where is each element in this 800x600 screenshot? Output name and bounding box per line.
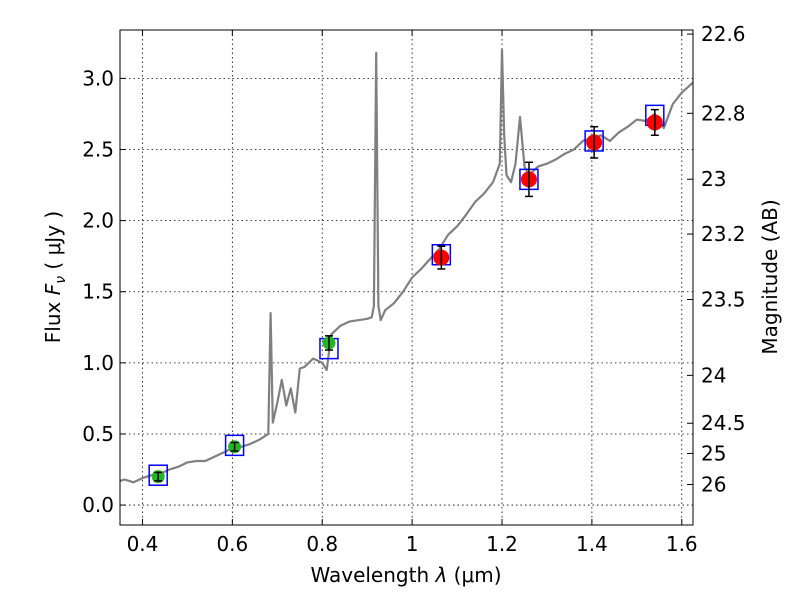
mag-tick-label: 24 (701, 363, 726, 387)
y-tick-label: 0.5 (82, 422, 114, 446)
mag-tick-label: 25 (701, 441, 726, 465)
spectrum-layer (119, 48, 694, 484)
x-tick-label: 1 (406, 532, 419, 556)
y-tick-label: 0.0 (82, 493, 114, 517)
model-square-marker (148, 464, 168, 486)
y-tick-label: 1.0 (82, 351, 114, 375)
plot-frame (119, 29, 694, 526)
x-tick-label: 1.4 (576, 532, 608, 556)
mag-tick-label: 23.5 (701, 287, 746, 311)
x-tick-label: 0.6 (216, 532, 248, 556)
y-tick-label: 2.5 (82, 137, 114, 161)
x-tick-label: 0.8 (306, 532, 338, 556)
y-axis-label: Flux Fν ( μJy ) (41, 211, 69, 343)
photometry-points (148, 104, 665, 486)
magnitude-axis-label: Magnitude (AB) (758, 199, 782, 354)
model-square-marker (224, 434, 245, 457)
mag-tick-label: 23.2 (701, 222, 746, 246)
axis-ticks: 0.4 0.6 0.8 1 1.2 1.4 1.6 0.0 0.5 1.0 1.5 2.0 2.5 3.0… (82, 22, 745, 556)
x-tick-label: 1.6 (666, 532, 698, 556)
x-axis-label: Wavelength λ (μm) (310, 563, 501, 587)
mag-tick-label: 22.6 (701, 22, 746, 46)
spectrum-line (119, 48, 694, 484)
mag-tick-label: 23 (701, 167, 726, 191)
y-tick-label: 2.0 (82, 209, 114, 233)
y-tick-label: 1.5 (82, 280, 114, 304)
y-tick-label: 3.0 (82, 66, 114, 90)
grid-lines (120, 30, 693, 525)
mag-tick-label: 24.5 (701, 411, 746, 435)
mag-tick-label: 26 (701, 473, 726, 497)
x-tick-label: 1.2 (486, 532, 518, 556)
mag-tick-label: 22.8 (701, 101, 746, 125)
x-tick-label: 0.4 (127, 532, 159, 556)
